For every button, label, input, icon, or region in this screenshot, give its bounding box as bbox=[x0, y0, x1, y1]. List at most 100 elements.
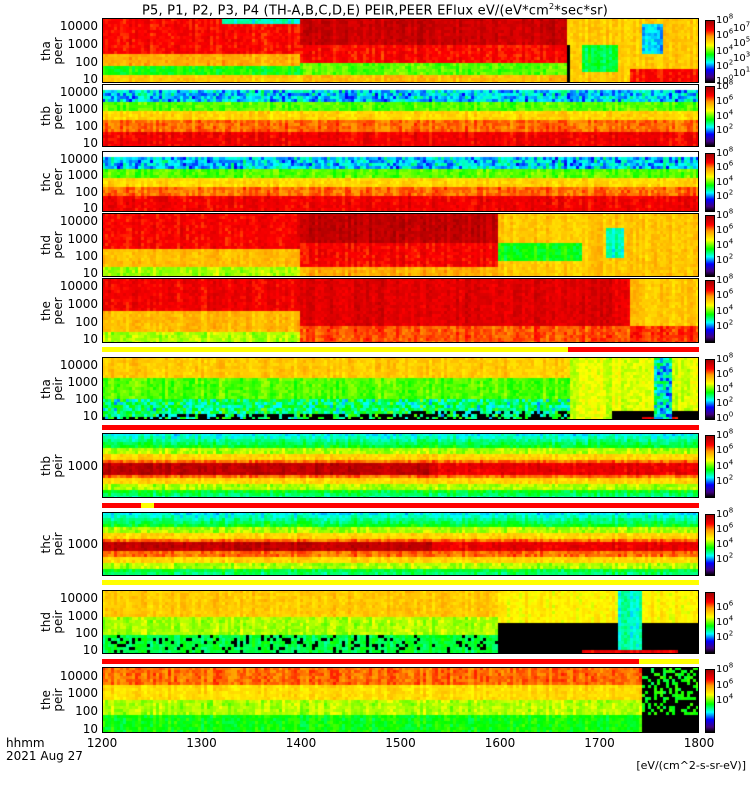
colorbar-tick-label: 106 bbox=[716, 677, 734, 691]
colorbar bbox=[705, 435, 715, 498]
y-tick-label: 10 bbox=[82, 332, 98, 347]
x-tick-label: 1700 bbox=[584, 736, 615, 750]
colorbar-unit-label: [eV/(cm^2-s-sr-eV)] bbox=[636, 759, 746, 772]
y-tick-label: 10 bbox=[82, 72, 98, 87]
y-tick-label: 10 bbox=[82, 136, 98, 151]
y-tick-label: 1000 bbox=[67, 296, 98, 311]
colorbar-tick-label: 104 bbox=[716, 614, 734, 628]
spectrogram-image bbox=[102, 357, 699, 420]
figure-title: P5, P1, P2, P3, P4 (TH-A,B,C,D,E) PEIR,P… bbox=[0, 2, 750, 18]
colorbar-tick-label: 100 bbox=[716, 410, 734, 424]
y-tick-label: 100 bbox=[75, 625, 98, 640]
title-text: P5, P1, P2, P3, P4 (TH-A,B,C,D,E) PEIR,P… bbox=[142, 3, 549, 19]
spectrogram-image bbox=[102, 278, 699, 343]
x-tick-label: 1300 bbox=[186, 736, 217, 750]
y-tick-label: 1000 bbox=[67, 36, 98, 51]
colorbar-tick-label: 106 bbox=[716, 287, 734, 302]
colorbar-tick-label: 103 bbox=[733, 50, 750, 65]
colorbar-tick-label: 106 bbox=[716, 442, 734, 457]
y-tick-label: 1000 bbox=[67, 231, 98, 246]
colorbar bbox=[705, 514, 715, 576]
quality-flag-bar bbox=[140, 503, 154, 508]
y-tick-label: 1000 bbox=[67, 458, 98, 473]
quality-flag-bar bbox=[153, 503, 699, 508]
colorbar-tick-label: 107 bbox=[733, 20, 750, 34]
y-tick-label: 10000 bbox=[59, 279, 98, 294]
colorbar-tick-label: 108 bbox=[716, 272, 734, 286]
colorbar-tick-label: 104 bbox=[716, 108, 734, 122]
colorbar-tick-label: 108 bbox=[716, 351, 734, 365]
y-tick-label: 10000 bbox=[59, 151, 98, 166]
y-tick-label: 1000 bbox=[67, 375, 98, 390]
panel-ylabel: thb peir bbox=[39, 436, 65, 496]
colorbar-tick-label: 102 bbox=[716, 473, 734, 487]
colorbar-tick-label: 101 bbox=[733, 66, 750, 80]
colorbar bbox=[705, 359, 715, 420]
y-tick-label: 100 bbox=[75, 392, 98, 407]
colorbar-tick-label: 102 bbox=[716, 58, 734, 72]
colorbar-tick-label: 102 bbox=[716, 318, 734, 332]
spectrogram-panel-thb-peir bbox=[102, 433, 699, 498]
y-tick-label: 100 bbox=[75, 704, 98, 719]
spectrogram-panel-thc-peer bbox=[102, 151, 699, 212]
colorbar-tick-label: 104 bbox=[716, 43, 734, 57]
colorbar bbox=[705, 215, 715, 277]
quality-flag-bar bbox=[102, 425, 699, 430]
spectrogram-panel-the-peir bbox=[102, 667, 699, 733]
colorbar-tick-label: 104 bbox=[716, 174, 734, 188]
colorbar-tick-label: 106 bbox=[716, 366, 734, 380]
colorbar-tick-label: 108 bbox=[716, 12, 734, 26]
spectrogram-image bbox=[102, 590, 699, 654]
spectrogram-panel-thd-peir bbox=[102, 590, 699, 654]
quality-flag-bar bbox=[102, 503, 141, 508]
spectrogram-image bbox=[102, 433, 699, 498]
spectrogram-panel-tha-peer bbox=[102, 18, 699, 83]
spectrogram-panel-thc-peir bbox=[102, 512, 699, 576]
y-tick-label: 100 bbox=[75, 119, 98, 134]
colorbar-tick-label: 104 bbox=[716, 536, 734, 550]
spectrogram-panel-thb-peer bbox=[102, 84, 699, 147]
y-tick-label: 10000 bbox=[59, 358, 98, 373]
y-tick-label: 1000 bbox=[67, 537, 98, 551]
x-tick-label: 1500 bbox=[385, 736, 416, 750]
y-tick-label: 10000 bbox=[59, 214, 98, 229]
spectrogram-image bbox=[102, 18, 699, 83]
colorbar-tick-label: 106 bbox=[716, 222, 734, 236]
colorbar bbox=[705, 280, 715, 343]
ylabel-line: peir bbox=[51, 532, 65, 556]
colorbar-tick-label: 104 bbox=[716, 381, 734, 395]
y-tick-label: 10 bbox=[82, 722, 98, 737]
x-tick-label: 1400 bbox=[285, 736, 317, 750]
quality-flag-bar bbox=[102, 347, 568, 352]
colorbar bbox=[705, 153, 715, 212]
y-tick-label: 10 bbox=[82, 643, 98, 658]
colorbar bbox=[705, 86, 715, 147]
colorbar-tick-label: 102 bbox=[716, 188, 734, 202]
colorbar-tick-label: 104 bbox=[716, 237, 734, 251]
spectrogram-image bbox=[102, 667, 699, 733]
y-tick-label: 10 bbox=[82, 409, 98, 424]
colorbar-tick-label: 102 bbox=[716, 252, 734, 266]
spectrogram-image bbox=[102, 84, 699, 147]
colorbar-tick-label: 108 bbox=[716, 78, 734, 92]
y-tick-label: 10000 bbox=[59, 19, 98, 34]
y-tick-label: 10000 bbox=[59, 591, 98, 606]
y-tick-label: 10000 bbox=[59, 668, 98, 683]
y-tick-label: 10 bbox=[82, 266, 98, 281]
colorbar-tick-label: 104 bbox=[716, 303, 734, 317]
colorbar-tick-label: 106 bbox=[716, 159, 734, 174]
colorbar-tick-label: 108 bbox=[716, 207, 734, 221]
ylabel-line: peir bbox=[51, 453, 65, 478]
colorbar-tick-label: 102 bbox=[716, 122, 734, 137]
quality-flag-bar bbox=[102, 580, 699, 585]
colorbar-tick-label: 104 bbox=[716, 458, 734, 472]
x-axis-label-date: 2021 Aug 27 bbox=[6, 749, 83, 763]
y-tick-label: 100 bbox=[75, 184, 98, 199]
title-superscript: 2 bbox=[548, 2, 555, 11]
quality-flag-bar bbox=[102, 659, 640, 664]
colorbar-tick-label: 105 bbox=[733, 35, 750, 49]
colorbar-tick-label: 108 bbox=[716, 506, 734, 520]
x-axis-label-time-format: hhmm bbox=[6, 736, 45, 750]
colorbar bbox=[705, 669, 715, 733]
y-tick-label: 100 bbox=[75, 314, 98, 329]
